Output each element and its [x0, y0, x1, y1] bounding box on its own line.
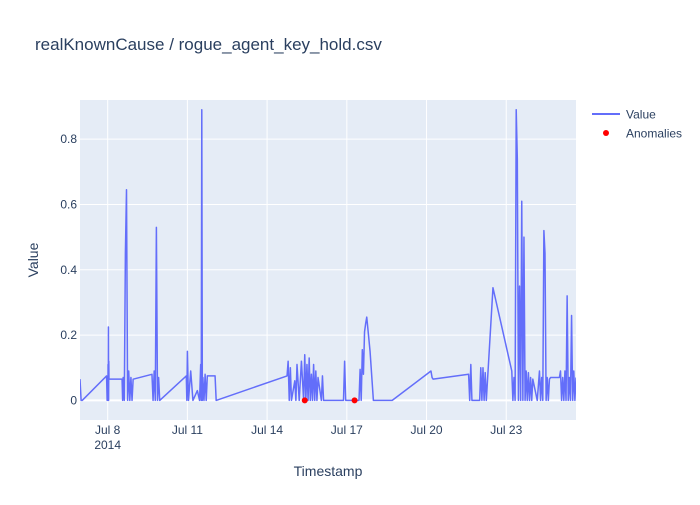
x-gridlines: [107, 100, 507, 420]
anomaly-point: [351, 397, 358, 404]
anomaly-point: [301, 397, 308, 404]
x-axis-title: Timestamp: [294, 463, 363, 479]
x-tick-label: Jul 17: [331, 423, 363, 437]
y-tick-label: 0.6: [60, 197, 77, 211]
y-tick-label: 0.2: [60, 328, 77, 342]
legend-marker-swatch: [603, 130, 609, 136]
plot-area: [80, 100, 576, 420]
legend: Value Anomalies: [592, 108, 682, 141]
x-tick-label: Jul 23: [490, 423, 522, 437]
x-tick-label: Jul 8: [95, 423, 121, 437]
legend-item-value[interactable]: Value: [592, 108, 656, 122]
legend-label-value: Value: [626, 108, 656, 122]
y-tick-label: 0.8: [60, 132, 77, 146]
legend-label-anomalies: Anomalies: [626, 127, 682, 141]
legend-item-anomalies[interactable]: Anomalies: [603, 127, 682, 141]
y-axis-tick-labels: 0 0.2 0.4 0.6 0.8: [60, 132, 77, 407]
chart-title: realKnownCause / rogue_agent_key_hold.cs…: [35, 35, 382, 54]
x-tick-label: Jul 20: [411, 423, 443, 437]
x-tick-label: Jul 11: [172, 423, 203, 437]
series-line-value: [80, 109, 576, 402]
y-axis-title: Value: [25, 242, 41, 277]
x-tick-sublabel: 2014: [94, 438, 121, 452]
series-layer: [80, 109, 576, 404]
y-tick-label: 0: [70, 393, 77, 407]
x-tick-label: Jul 14: [251, 423, 283, 437]
y-tick-label: 0.4: [60, 263, 77, 277]
